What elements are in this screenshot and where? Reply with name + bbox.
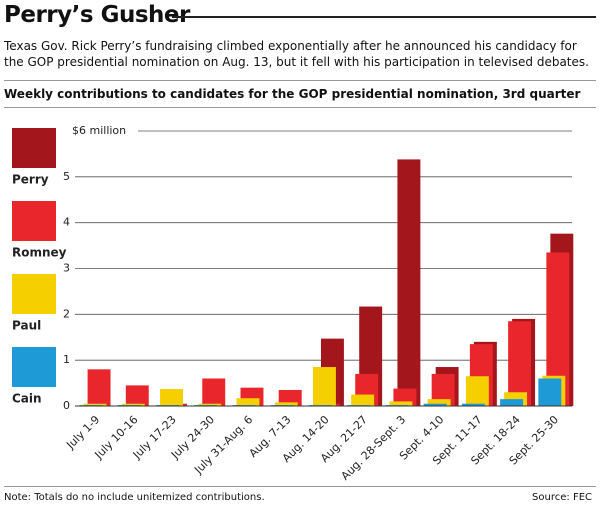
rule	[4, 80, 596, 81]
legend-label: Romney	[12, 246, 67, 260]
bar	[87, 369, 111, 406]
y-tick-label: 0	[63, 399, 70, 412]
bar	[546, 252, 570, 406]
title: Perry’s Gusher	[4, 2, 190, 28]
legend-swatch	[12, 347, 56, 387]
subtitle: Texas Gov. Rick Perry’s fundraising clim…	[4, 39, 589, 69]
bar	[508, 321, 532, 406]
bar	[83, 403, 107, 406]
note: Note: Totals do no include unitemized co…	[4, 492, 265, 503]
y-tick-label: 3	[63, 262, 70, 275]
bar	[198, 403, 222, 406]
bar	[389, 401, 413, 406]
legend-label: Cain	[12, 392, 42, 406]
source: Source: FEC	[532, 492, 592, 503]
bar	[278, 389, 302, 406]
bar	[465, 376, 489, 406]
bar	[312, 367, 336, 406]
bar	[427, 399, 451, 406]
chart-title: Weekly contributions to candidates for t…	[4, 87, 581, 101]
bar	[461, 403, 485, 406]
bar	[397, 159, 421, 406]
bar	[160, 389, 183, 406]
bar	[351, 394, 375, 406]
bar	[423, 403, 447, 406]
bar	[274, 402, 298, 406]
x-tick-label: July 1-9	[63, 413, 102, 452]
bar	[500, 399, 524, 406]
y-tick-label: 5	[63, 170, 70, 183]
rule	[4, 486, 596, 487]
legend-swatch	[12, 128, 56, 168]
y-tick-label: 2	[63, 307, 70, 320]
bar	[125, 385, 149, 406]
legend-label: Paul	[12, 319, 41, 333]
bar	[236, 398, 260, 406]
bar	[121, 403, 145, 406]
legend-label: Perry	[12, 173, 49, 187]
legend-swatch	[12, 274, 56, 314]
y-tick-label: 1	[63, 353, 70, 366]
bar	[202, 378, 226, 406]
rule	[172, 16, 596, 18]
y-tick-label: $6 million	[72, 124, 126, 137]
rule	[4, 107, 596, 108]
legend-swatch	[12, 201, 56, 241]
y-tick-label: 4	[63, 216, 70, 229]
bar	[538, 378, 562, 406]
bar	[431, 373, 455, 406]
